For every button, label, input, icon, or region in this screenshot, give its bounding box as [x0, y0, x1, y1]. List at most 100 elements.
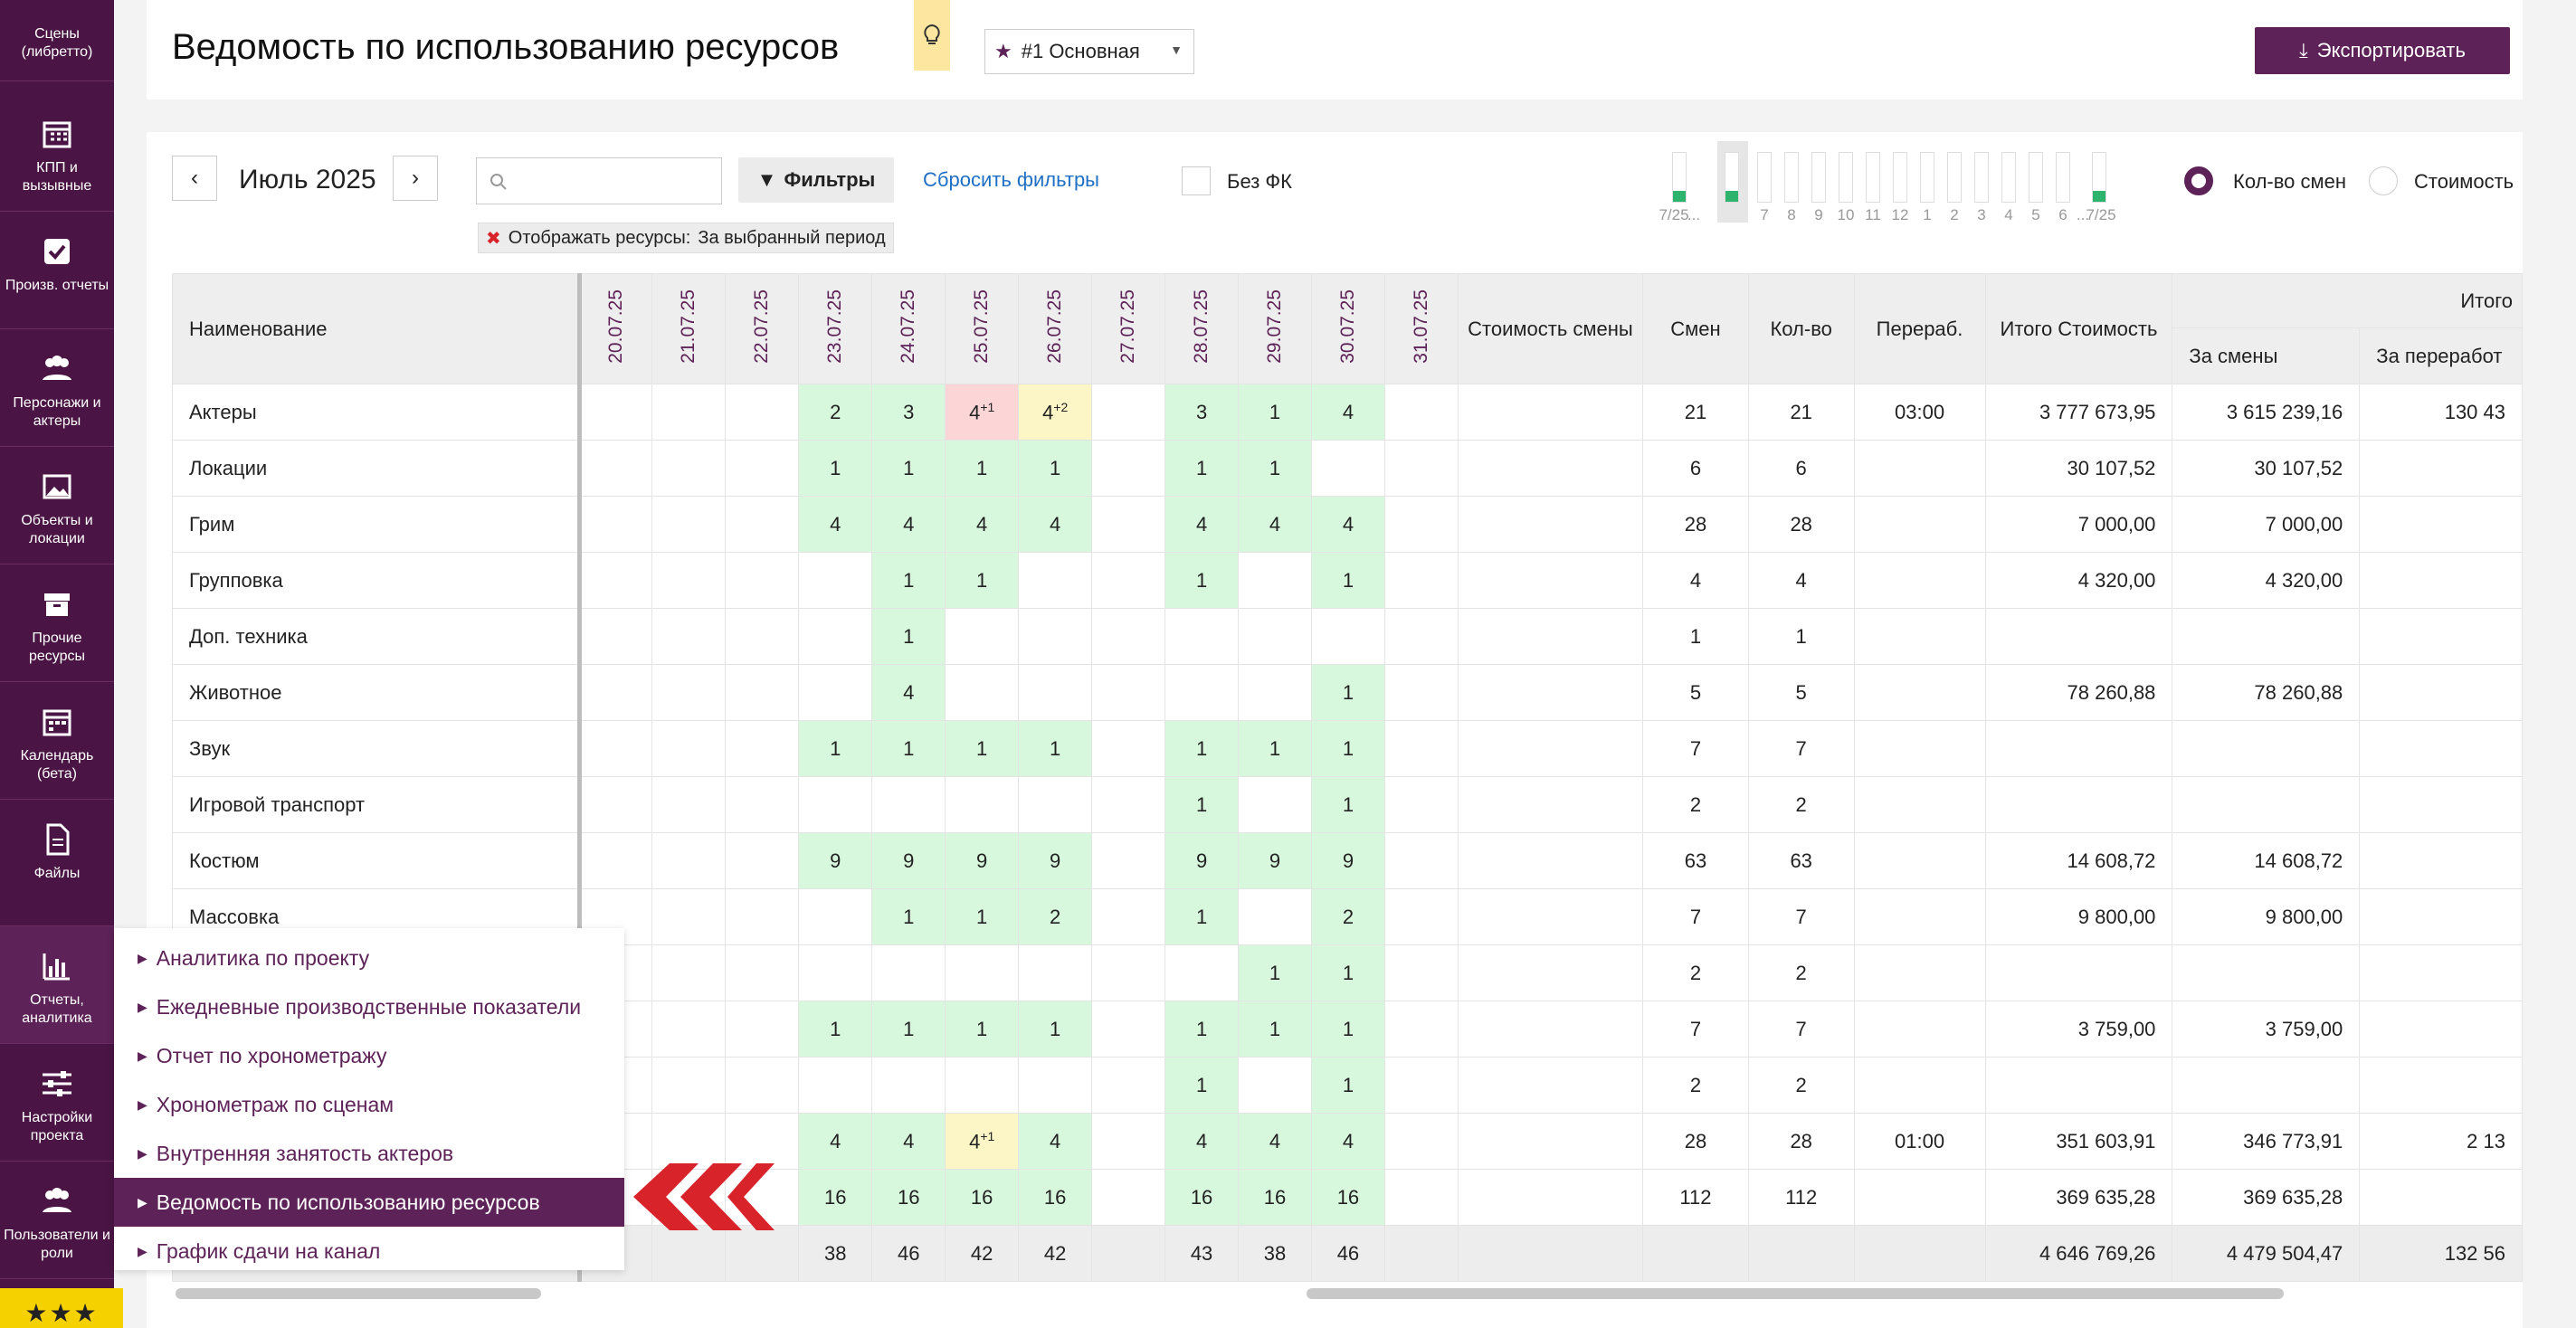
- mini-calendar-bar[interactable]: [2001, 152, 2016, 203]
- search-input[interactable]: [476, 157, 722, 204]
- mini-calendar-bar[interactable]: [1757, 152, 1772, 203]
- sidebar-item-file[interactable]: Файлы: [0, 800, 114, 926]
- day-cell[interactable]: 1: [1310, 776, 1385, 833]
- day-cell[interactable]: 38: [1238, 1225, 1312, 1282]
- day-cell[interactable]: [1383, 384, 1459, 441]
- day-cell[interactable]: [651, 776, 727, 833]
- date-column-header[interactable]: 20.07.25: [578, 273, 653, 384]
- radio-cost[interactable]: [2369, 166, 2398, 195]
- day-cell[interactable]: [651, 1057, 727, 1114]
- day-cell[interactable]: 16: [1310, 1169, 1385, 1226]
- day-cell[interactable]: 4: [871, 1113, 946, 1170]
- day-cell[interactable]: [1018, 1057, 1093, 1114]
- day-cell[interactable]: [1091, 1001, 1166, 1058]
- day-cell[interactable]: [945, 944, 1020, 1001]
- day-cell[interactable]: 1: [1164, 720, 1240, 777]
- day-cell[interactable]: [1310, 608, 1385, 665]
- submenu-item[interactable]: ▶ Отчет по хронометражу: [114, 1031, 624, 1080]
- day-cell[interactable]: 9: [871, 832, 946, 889]
- day-cell[interactable]: 1: [1018, 720, 1093, 777]
- day-cell[interactable]: [1164, 944, 1240, 1001]
- day-cell[interactable]: [1383, 496, 1459, 553]
- day-cell[interactable]: [1164, 664, 1240, 721]
- day-cell[interactable]: [1238, 664, 1312, 721]
- day-cell[interactable]: [1091, 944, 1166, 1001]
- day-cell[interactable]: [1018, 552, 1093, 609]
- day-cell[interactable]: 1: [1310, 664, 1385, 721]
- day-cell[interactable]: 4: [1018, 496, 1093, 553]
- day-cell[interactable]: 1: [1018, 440, 1093, 497]
- submenu-item[interactable]: ▶ Внутренняя занятость актеров: [114, 1129, 624, 1178]
- day-cell[interactable]: [1091, 1113, 1166, 1170]
- day-cell[interactable]: 4: [798, 1113, 873, 1170]
- day-cell[interactable]: [651, 1225, 727, 1282]
- sidebar-item-users[interactable]: Пользователи и роли: [0, 1162, 114, 1279]
- day-cell[interactable]: [725, 720, 800, 777]
- day-cell[interactable]: [1091, 664, 1166, 721]
- day-cell[interactable]: 1: [1310, 1057, 1385, 1114]
- day-cell[interactable]: 16: [871, 1169, 946, 1226]
- day-cell[interactable]: 4: [1164, 1113, 1240, 1170]
- day-cell[interactable]: 4: [871, 664, 946, 721]
- day-cell[interactable]: 4: [1310, 1113, 1385, 1170]
- no-fk-checkbox[interactable]: [1182, 166, 1211, 195]
- day-cell[interactable]: 1: [1164, 776, 1240, 833]
- day-cell[interactable]: [725, 664, 800, 721]
- day-cell[interactable]: 43: [1164, 1225, 1240, 1282]
- day-cell[interactable]: 1: [1164, 1057, 1240, 1114]
- day-cell[interactable]: [725, 1113, 800, 1170]
- sidebar-item-bar-chart[interactable]: Отчеты, аналитика: [0, 926, 114, 1044]
- day-cell[interactable]: 1: [871, 608, 946, 665]
- mini-calendar-bar[interactable]: [1784, 152, 1799, 203]
- day-cell[interactable]: [578, 440, 653, 497]
- sidebar-item-calendar[interactable]: Календарь (бета): [0, 682, 114, 800]
- day-cell[interactable]: 9: [798, 832, 873, 889]
- day-cell[interactable]: [1018, 664, 1093, 721]
- day-cell[interactable]: [1383, 888, 1459, 945]
- day-cell[interactable]: 1: [1310, 944, 1385, 1001]
- day-cell[interactable]: [1383, 608, 1459, 665]
- day-cell[interactable]: [651, 552, 727, 609]
- date-column-header[interactable]: 31.07.25: [1383, 273, 1459, 384]
- mini-calendar-bar[interactable]: [1839, 152, 1853, 203]
- day-cell[interactable]: [1238, 1057, 1312, 1114]
- day-cell[interactable]: 1: [871, 720, 946, 777]
- date-column-header[interactable]: 24.07.25: [871, 273, 946, 384]
- day-cell[interactable]: [798, 664, 873, 721]
- day-cell[interactable]: 4: [1018, 1113, 1093, 1170]
- table-row[interactable]: Костюм 9 9 9 9 9 9 9 63 63 14 608,72 14 608,72: [172, 832, 2523, 889]
- mini-calendar-bar[interactable]: [2029, 152, 2043, 203]
- mini-calendar-bar[interactable]: [2092, 152, 2106, 203]
- mini-calendar-bar[interactable]: [1947, 152, 1962, 203]
- day-cell[interactable]: 1: [1310, 1001, 1385, 1058]
- day-cell[interactable]: 1: [871, 888, 946, 945]
- day-cell[interactable]: 1: [1164, 552, 1240, 609]
- mini-calendar-bar[interactable]: [1672, 152, 1687, 203]
- day-cell[interactable]: 9: [945, 832, 1020, 889]
- day-cell[interactable]: 1: [1238, 944, 1312, 1001]
- sidebar-item-box[interactable]: Прочие ресурсы: [0, 564, 114, 682]
- day-cell[interactable]: 3: [871, 384, 946, 441]
- day-cell[interactable]: 16: [1238, 1169, 1312, 1226]
- day-cell[interactable]: [1091, 1057, 1166, 1114]
- day-cell[interactable]: [798, 552, 873, 609]
- day-cell[interactable]: [1383, 552, 1459, 609]
- day-cell[interactable]: 4: [1310, 384, 1385, 441]
- day-cell[interactable]: [871, 776, 946, 833]
- day-cell[interactable]: 1: [1164, 888, 1240, 945]
- day-cell[interactable]: [798, 776, 873, 833]
- mini-calendar-bar[interactable]: [2056, 152, 2070, 203]
- day-cell[interactable]: [725, 1001, 800, 1058]
- day-cell[interactable]: 1: [871, 552, 946, 609]
- submenu-item[interactable]: ▶ Хронометраж по сценам: [114, 1080, 624, 1129]
- day-cell[interactable]: 1: [1238, 1001, 1312, 1058]
- day-cell[interactable]: 4: [1164, 496, 1240, 553]
- day-cell[interactable]: 2: [798, 384, 873, 441]
- date-column-header[interactable]: 28.07.25: [1164, 273, 1240, 384]
- day-cell[interactable]: [578, 496, 653, 553]
- day-cell[interactable]: [1091, 552, 1166, 609]
- day-cell[interactable]: 9: [1164, 832, 1240, 889]
- submenu-item[interactable]: ▶ График сдачи на канал: [114, 1227, 624, 1276]
- table-row[interactable]: Игровой транспорт 1 1 2 2: [172, 776, 2523, 833]
- day-cell[interactable]: [798, 608, 873, 665]
